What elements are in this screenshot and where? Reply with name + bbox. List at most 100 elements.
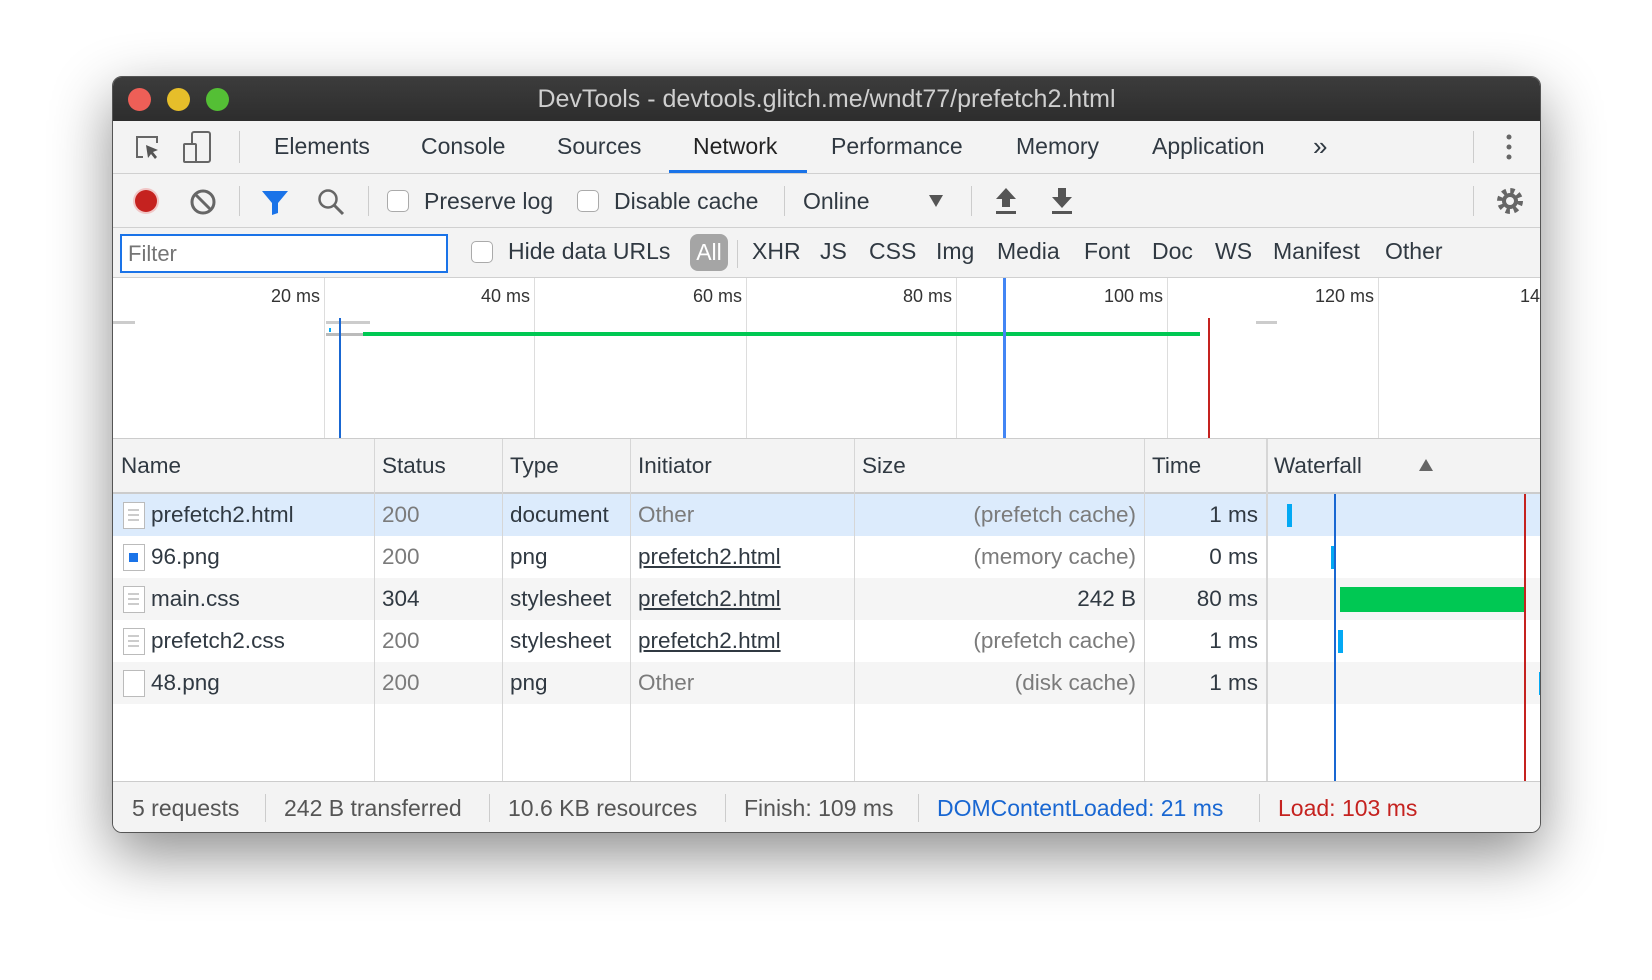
settings-gear-icon[interactable] [1495,186,1525,216]
triangle-up-icon [1419,459,1433,471]
network-toolbar: Preserve log Disable cache Online [113,174,1540,228]
column-type[interactable]: Type [510,453,559,478]
type-filter-font[interactable]: Font [1084,238,1131,264]
waterfall-bar [1287,504,1292,527]
resources-size: 10.6 KB resources [508,795,698,821]
request-type: png [510,670,548,695]
column-size[interactable]: Size [862,453,906,478]
tab-console[interactable]: Console [421,133,506,159]
filter-icon[interactable] [260,188,290,216]
import-har-icon[interactable] [993,186,1019,216]
request-name[interactable]: prefetch2.html [151,502,294,527]
request-size: (prefetch cache) [973,628,1136,653]
table-header: Name Status Type Initiator Size Time Wat… [113,439,1540,494]
search-icon[interactable] [316,187,346,217]
filter-input[interactable] [120,234,448,273]
type-filter-doc[interactable]: Doc [1152,238,1193,264]
request-name[interactable]: main.css [151,586,240,611]
clear-icon[interactable] [189,188,217,216]
column-time[interactable]: Time [1152,453,1202,478]
request-time: 80 ms [1196,586,1258,611]
column-waterfall[interactable]: Waterfall [1274,453,1362,478]
column-name[interactable]: Name [121,453,182,478]
table-row[interactable]: 48.png 200 png Other (disk cache) 1 ms [113,662,1540,704]
type-filter-img[interactable]: Img [936,238,975,264]
request-type: stylesheet [510,628,612,653]
load-time: Load: 103 ms [1278,795,1418,821]
document-icon [123,502,145,529]
type-filter-other[interactable]: Other [1385,238,1443,264]
inspect-element-icon[interactable] [133,133,163,163]
tab-application[interactable]: Application [1152,133,1265,159]
zoom-button[interactable] [206,88,229,111]
dom-content-loaded-time: DOMContentLoaded: 21 ms [937,795,1224,821]
device-toolbar-icon[interactable] [181,130,213,164]
tick-label: 20 ms [270,286,320,306]
preserve-log-label: Preserve log [424,188,554,214]
tab-network[interactable]: Network [693,133,778,159]
tick-label: 14 [1520,286,1540,306]
type-filter-js[interactable]: JS [820,238,847,264]
tab-elements[interactable]: Elements [274,133,370,159]
type-filter-ws[interactable]: WS [1215,238,1253,264]
tick-label: 100 ms [1103,286,1163,306]
more-tabs-chevron-icon[interactable]: » [1313,131,1328,161]
tick-label: 120 ms [1314,286,1374,306]
dropdown-arrow-icon[interactable] [928,194,944,208]
waterfall-bar [1330,546,1336,569]
disable-cache-checkbox[interactable] [577,190,599,212]
hide-data-urls-checkbox[interactable] [471,241,493,263]
export-har-icon[interactable] [1049,186,1075,216]
request-name[interactable]: 48.png [151,670,220,695]
request-status: 200 [382,544,420,569]
request-name[interactable]: prefetch2.css [151,628,285,653]
record-icon[interactable] [132,187,160,215]
type-filter-xhr[interactable]: XHR [752,238,801,264]
request-type: stylesheet [510,586,612,611]
request-name[interactable]: 96.png [151,544,220,569]
request-type: png [510,544,548,569]
request-status: 200 [382,628,420,653]
document-icon [123,586,145,613]
request-initiator[interactable]: prefetch2.html [638,544,781,569]
finish-time: Finish: 109 ms [744,795,894,821]
title-bar: DevTools - devtools.glitch.me/wndt77/pre… [113,77,1540,121]
throttling-select[interactable]: Online [803,188,870,214]
type-filter-media[interactable]: Media [997,238,1060,264]
table-row[interactable]: prefetch2.css 200 stylesheet prefetch2.h… [113,620,1540,662]
waterfall-dcl-line [1334,494,1336,781]
type-filter-css[interactable]: CSS [869,238,917,264]
hide-data-urls-label: Hide data URLs [508,238,671,264]
table-row[interactable]: prefetch2.html 200 document Other (prefe… [113,494,1540,536]
filter-bar: Hide data URLs All XHR JS CSS Img Media … [113,228,1540,278]
tab-performance[interactable]: Performance [831,133,963,159]
request-size: (memory cache) [973,544,1136,569]
tab-sources[interactable]: Sources [557,133,642,159]
type-filter-all[interactable]: All [690,234,728,271]
close-button[interactable] [128,88,151,111]
preserve-log-checkbox[interactable] [387,190,409,212]
request-size: 242 B [1077,586,1136,611]
waterfall-load-line [1524,494,1526,781]
request-type: document [510,502,609,527]
minimize-button[interactable] [167,88,190,111]
timeline-overview[interactable]: 20 ms 40 ms 60 ms 80 ms 100 ms 120 ms 14 [113,278,1540,439]
tick-label: 40 ms [480,286,530,306]
request-initiator[interactable]: prefetch2.html [638,628,781,653]
tab-memory[interactable]: Memory [1016,133,1100,159]
column-initiator[interactable]: Initiator [638,453,712,478]
waterfall-bar [1340,587,1525,612]
request-size: (prefetch cache) [973,502,1136,527]
request-size: (disk cache) [1014,670,1136,695]
column-status[interactable]: Status [382,453,446,478]
waterfall-bar [1538,672,1540,695]
more-options-kebab-icon[interactable] [1503,133,1515,163]
window-title: DevTools - devtools.glitch.me/wndt77/pre… [537,85,1116,113]
image-icon [123,544,145,571]
request-initiator: Other [638,502,695,527]
table-row[interactable]: main.css 304 stylesheet prefetch2.html 2… [113,578,1540,620]
load-marker [1208,318,1210,438]
request-initiator[interactable]: prefetch2.html [638,586,781,611]
type-filter-manifest[interactable]: Manifest [1273,238,1360,264]
table-row[interactable]: 96.png 200 png prefetch2.html (memory ca… [113,536,1540,578]
